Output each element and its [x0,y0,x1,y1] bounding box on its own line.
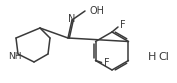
Text: F: F [120,20,126,30]
Text: N: N [68,14,76,24]
Text: Cl: Cl [158,52,169,62]
Text: H: H [148,52,156,62]
Text: OH: OH [90,6,105,16]
Text: NH: NH [8,51,22,61]
Text: F: F [104,59,109,68]
